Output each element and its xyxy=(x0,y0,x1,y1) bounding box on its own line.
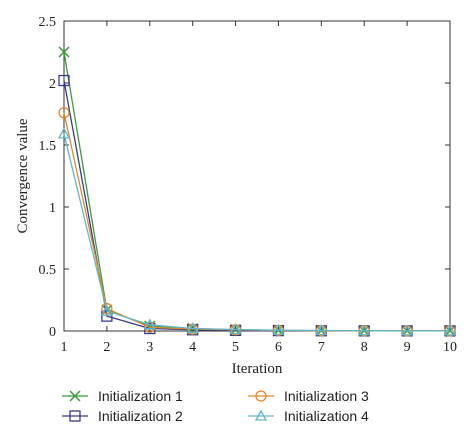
data-point xyxy=(101,303,113,315)
x-tick-label: 2 xyxy=(103,340,110,355)
legend-marker xyxy=(69,410,81,422)
x-tick-label: 3 xyxy=(146,340,153,355)
series-line xyxy=(63,51,450,332)
data-point xyxy=(272,323,285,335)
plot-area xyxy=(63,20,451,332)
legend-marker xyxy=(255,390,267,402)
legend-item: Initialization 3 xyxy=(248,388,369,404)
x-tick-label: 7 xyxy=(318,340,325,355)
data-point xyxy=(443,324,457,336)
x-tick-label: 1 xyxy=(61,340,68,355)
y-tick-label: 0 xyxy=(49,325,56,340)
x-axis-ticks: 1 2 3 4 5 6 7 8 9 10 xyxy=(61,21,457,355)
legend-label: Initialization 4 xyxy=(284,408,369,424)
legend-label: Initialization 1 xyxy=(98,388,183,404)
series-line xyxy=(63,112,450,332)
data-point xyxy=(58,46,70,58)
y-tick-label: 1 xyxy=(49,201,56,216)
data-point xyxy=(57,127,71,139)
series-layer xyxy=(57,46,457,337)
x-tick-label: 4 xyxy=(189,340,196,355)
series-2 xyxy=(58,74,456,337)
y-tick-label: 2.5 xyxy=(39,15,57,30)
legend-marker xyxy=(254,409,268,421)
y-tick-label: 0.5 xyxy=(39,263,57,278)
y-tick-label: 1.5 xyxy=(39,139,57,154)
x-tick-label: 5 xyxy=(232,340,239,355)
legend-label: Initialization 2 xyxy=(98,408,183,424)
data-point xyxy=(58,74,70,87)
series-line xyxy=(63,133,450,332)
legend-marker xyxy=(69,390,81,402)
data-point xyxy=(58,107,70,119)
y-axis-ticks: 0 0.5 1 1.5 2 2.5 xyxy=(39,15,450,340)
x-axis-label: Iteration xyxy=(232,361,283,377)
x-tick-label: 8 xyxy=(361,340,368,355)
data-point xyxy=(315,324,328,336)
y-axis-label: Convergence value xyxy=(15,118,31,233)
x-tick-label: 6 xyxy=(275,340,282,355)
x-tick-label: 10 xyxy=(443,340,457,355)
data-point xyxy=(144,321,156,333)
legend-item: Initialization 4 xyxy=(248,408,369,424)
data-point xyxy=(100,304,113,316)
data-point xyxy=(401,324,414,336)
x-tick-label: 9 xyxy=(404,340,411,355)
series-4 xyxy=(57,127,457,336)
series-1 xyxy=(58,46,456,337)
data-point xyxy=(143,318,156,330)
y-tick-label: 2 xyxy=(49,77,56,92)
data-point xyxy=(358,324,371,336)
legend-item: Initialization 1 xyxy=(62,388,183,404)
legend-item: Initialization 2 xyxy=(62,408,183,424)
data-point xyxy=(186,322,199,334)
legend-label: Initialization 3 xyxy=(284,388,369,404)
series-3 xyxy=(58,107,456,337)
series-line xyxy=(63,80,450,332)
legend: Initialization 1 Initialization 2 Initiali… xyxy=(62,388,369,424)
data-point xyxy=(229,323,242,335)
